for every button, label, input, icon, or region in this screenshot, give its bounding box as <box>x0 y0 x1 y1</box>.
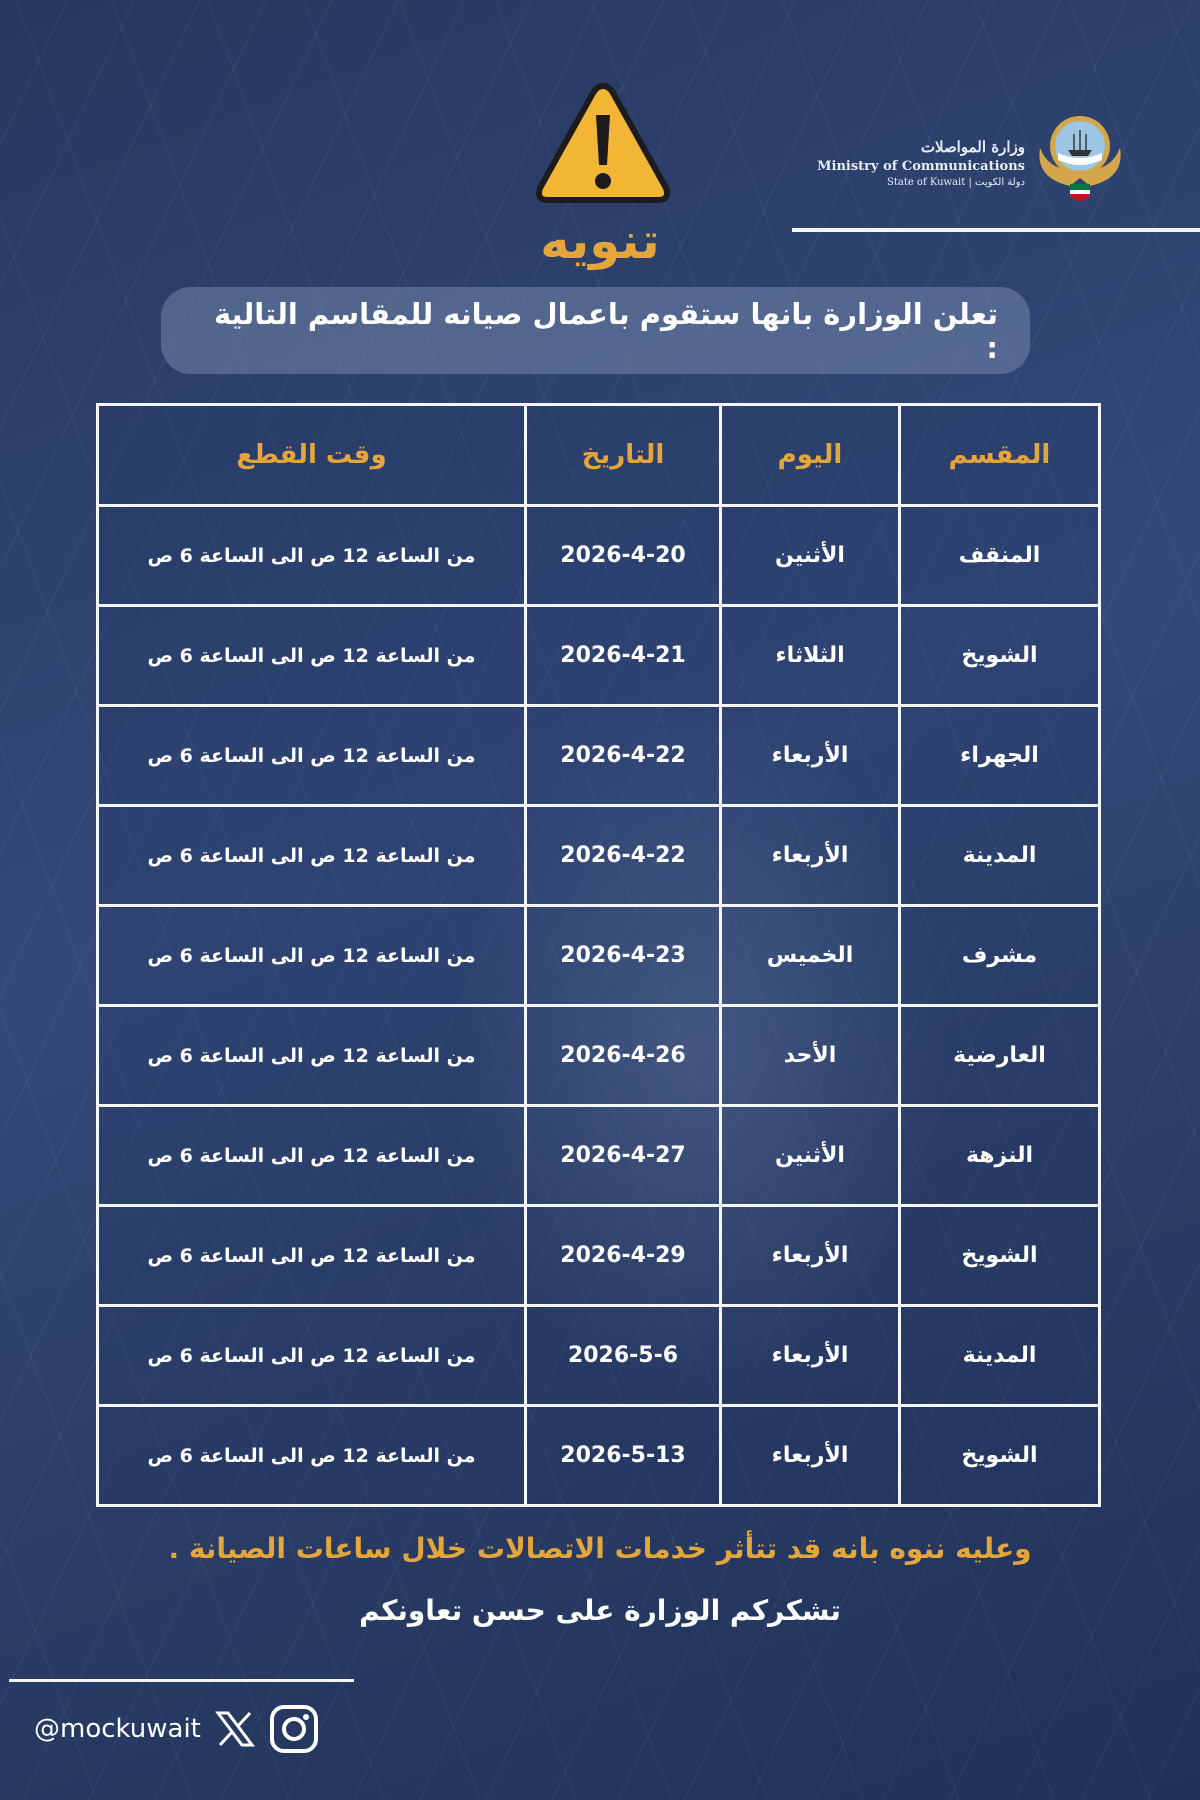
row-date: 2026-4-26 <box>524 1004 722 1107</box>
row-exchange: العارضية <box>898 1004 1101 1107</box>
ministry-name-ar: وزارة المواصلات <box>920 138 1025 156</box>
row-date: 2026-4-20 <box>524 504 722 607</box>
thanks-note: تشكركم الوزارة على حسن تعاونكم <box>359 1594 841 1627</box>
table-header-row: المقسم اليوم التاريخ وقت القطع <box>96 403 1101 507</box>
table-row: المدينة الأربعاء 2026-5-6 من الساعة 12 ص ال… <box>96 1304 1101 1407</box>
row-time: من الساعة 12 ص الى الساعة 6 ص <box>96 704 527 807</box>
service-impact-note: وعليه ننوه بانه قد تتأثر خدمات الاتصالات… <box>168 1532 1032 1565</box>
row-date: 2026-4-22 <box>524 804 722 907</box>
row-day: الأربعاء <box>719 1204 901 1307</box>
row-date: 2026-4-29 <box>524 1204 722 1307</box>
instagram-icon[interactable] <box>269 1704 319 1754</box>
ministry-name: وزارة المواصلات Ministry of Communicatio… <box>817 138 1025 188</box>
row-date: 2026-4-22 <box>524 704 722 807</box>
divider <box>792 228 1200 232</box>
row-time: من الساعة 12 ص الى الساعة 6 ص <box>96 904 527 1007</box>
table-row: الشويخ الثلاثاء 2026-4-21 من الساعة 12 ص ال… <box>96 604 1101 707</box>
footer-divider <box>9 1679 354 1682</box>
row-day: الأربعاء <box>719 1404 901 1507</box>
maintenance-table: المقسم اليوم التاريخ وقت القطع المنقف الأ… <box>96 403 1101 1507</box>
state-label: State of Kuwait | دولة الكويت <box>886 177 1025 188</box>
social-footer: @mockuwait <box>34 1704 319 1754</box>
ministry-name-en: Ministry of Communications <box>817 159 1025 174</box>
table-row: الشويخ الأربعاء 2026-4-29 من الساعة 12 ص ال… <box>96 1204 1101 1307</box>
row-date: 2026-4-21 <box>524 604 722 707</box>
x-icon[interactable] <box>214 1711 255 1747</box>
row-exchange: الجهراء <box>898 704 1101 807</box>
table-row: العارضية الأحد 2026-4-26 من الساعة 12 ص الى… <box>96 1004 1101 1107</box>
row-time: من الساعة 12 ص الى الساعة 6 ص <box>96 504 527 607</box>
announcement-banner: تعلن الوزارة بانها ستقوم باعمال صيانه لل… <box>161 287 1030 374</box>
row-exchange: الشويخ <box>898 1404 1101 1507</box>
header-day: اليوم <box>719 403 901 507</box>
row-date: 2026-5-6 <box>524 1304 722 1407</box>
row-day: الأحد <box>719 1004 901 1107</box>
row-time: من الساعة 12 ص الى الساعة 6 ص <box>96 1404 527 1507</box>
row-exchange: المدينة <box>898 1304 1101 1407</box>
row-exchange: الشويخ <box>898 604 1101 707</box>
header-exchange: المقسم <box>898 403 1101 507</box>
table-row: المدينة الأربعاء 2026-4-22 من الساعة 12 ص ا… <box>96 804 1101 907</box>
row-exchange: مشرف <box>898 904 1101 1007</box>
row-exchange: المدينة <box>898 804 1101 907</box>
row-date: 2026-4-27 <box>524 1104 722 1207</box>
row-day: الخميس <box>719 904 901 1007</box>
row-exchange: النزهة <box>898 1104 1101 1207</box>
row-time: من الساعة 12 ص الى الساعة 6 ص <box>96 804 527 907</box>
page-title: تنويه <box>540 212 660 270</box>
row-day: الأربعاء <box>719 1304 901 1407</box>
table-row: المنقف الأثنين 2026-4-20 من الساعة 12 ص الى… <box>96 504 1101 607</box>
row-day: الأربعاء <box>719 704 901 807</box>
row-exchange: المنقف <box>898 504 1101 607</box>
row-time: من الساعة 12 ص الى الساعة 6 ص <box>96 604 527 707</box>
social-handle[interactable]: @mockuwait <box>34 1714 201 1744</box>
row-exchange: الشويخ <box>898 1204 1101 1307</box>
table-row: النزهة الأثنين 2026-4-27 من الساعة 12 ص الى… <box>96 1104 1101 1207</box>
header-time: وقت القطع <box>96 403 527 507</box>
row-time: من الساعة 12 ص الى الساعة 6 ص <box>96 1104 527 1207</box>
row-time: من الساعة 12 ص الى الساعة 6 ص <box>96 1004 527 1107</box>
row-time: من الساعة 12 ص الى الساعة 6 ص <box>96 1304 527 1407</box>
table-row: الشويخ الأربعاء 2026-5-13 من الساعة 12 ص ال… <box>96 1404 1101 1507</box>
row-time: من الساعة 12 ص الى الساعة 6 ص <box>96 1204 527 1307</box>
row-day: الأثنين <box>719 504 901 607</box>
row-date: 2026-4-23 <box>524 904 722 1007</box>
row-day: الثلاثاء <box>719 604 901 707</box>
row-day: الأثنين <box>719 1104 901 1207</box>
table-row: الجهراء الأربعاء 2026-4-22 من الساعة 12 ص ا… <box>96 704 1101 807</box>
kuwait-emblem-icon <box>1039 116 1121 201</box>
header-date: التاريخ <box>524 403 722 507</box>
warning-icon <box>536 82 670 203</box>
table-row: مشرف الخميس 2026-4-23 من الساعة 12 ص الى ال… <box>96 904 1101 1007</box>
row-day: الأربعاء <box>719 804 901 907</box>
row-date: 2026-5-13 <box>524 1404 722 1507</box>
